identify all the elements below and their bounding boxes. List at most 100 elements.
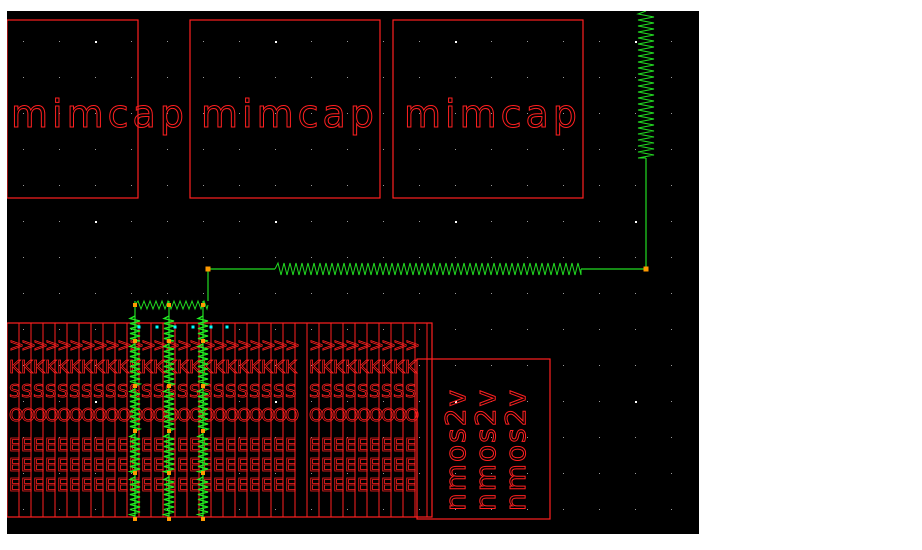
grid-dot (599, 365, 600, 366)
pin-icon[interactable] (201, 384, 205, 388)
device-glyph: E (393, 455, 404, 476)
device-glyph: E (345, 475, 356, 496)
grid-dot (599, 185, 600, 186)
device-glyph: S (321, 381, 332, 402)
device-glyph: E (357, 455, 368, 476)
pin-icon[interactable] (201, 471, 205, 475)
pin-icon[interactable] (133, 384, 137, 388)
pin-icon[interactable] (133, 471, 137, 475)
grid-dot (239, 41, 240, 42)
grid-dot (599, 293, 600, 294)
grid-dot (671, 365, 672, 366)
device-glyph: E (117, 455, 128, 476)
grid-dot (419, 401, 420, 402)
grid-dot (635, 509, 636, 510)
device-glyph: E (45, 435, 56, 456)
pin-icon[interactable] (201, 339, 205, 343)
device-glyph: E (237, 475, 248, 496)
pin-icon[interactable] (644, 267, 649, 272)
grid-dot (635, 185, 636, 186)
device-glyph: E (249, 475, 260, 496)
pin-icon[interactable] (167, 471, 171, 475)
pin-icon[interactable] (201, 517, 205, 521)
device-glyph: E (33, 455, 44, 476)
pin-icon[interactable] (138, 326, 141, 329)
grid-dot (599, 41, 600, 42)
grid-dot (131, 41, 132, 42)
grid-dot (455, 185, 456, 186)
device-glyph: E (381, 435, 392, 456)
grid-dot (383, 77, 384, 78)
grid-dot (635, 41, 637, 43)
pin-icon[interactable] (201, 303, 205, 307)
grid-dot (95, 221, 97, 223)
grid-dot (455, 149, 456, 150)
device-glyph: S (309, 381, 320, 402)
mimcap-cell-1[interactable]: mimcap (7, 20, 188, 198)
device-glyph: E (261, 435, 272, 456)
grid-dot (383, 41, 384, 42)
grid-dot (239, 185, 240, 186)
grid-dot (671, 257, 672, 258)
layout-canvas[interactable]: mimcap mimcap mimcap > > > > > > > > > > > > > > > > > > >… (7, 11, 699, 534)
pin-icon[interactable] (133, 429, 137, 433)
device-glyph: E (333, 435, 344, 456)
grid-dot (383, 185, 384, 186)
grid-dot (527, 221, 528, 222)
grid-dot (95, 293, 96, 294)
pin-icon[interactable] (156, 326, 159, 329)
grid-dot (563, 293, 564, 294)
grid-dot (383, 257, 384, 258)
device-glyph: S (177, 381, 188, 402)
pin-icon[interactable] (210, 326, 213, 329)
device-glyph: O (285, 405, 299, 426)
pin-icon[interactable] (192, 326, 195, 329)
grid-dot (311, 41, 312, 42)
device-glyph: E (33, 435, 44, 456)
pin-icon[interactable] (133, 303, 137, 307)
pin-icon[interactable] (133, 517, 137, 521)
grid-dot (635, 473, 636, 474)
grid-dot (635, 329, 636, 330)
grid-dot (671, 77, 672, 78)
pin-icon[interactable] (167, 303, 171, 307)
grid-dot (635, 257, 636, 258)
device-glyph: E (33, 475, 44, 496)
device-glyph: E (57, 475, 68, 496)
pin-icon[interactable] (167, 429, 171, 433)
device-glyph: S (117, 381, 128, 402)
transistor-array[interactable]: >>>>>>>>>>>>>>>>>>>>>>>> >>>>>>>>>K K K K K K K… (7, 323, 432, 517)
device-glyph: E (285, 455, 296, 476)
grid-dot (131, 185, 132, 186)
device-glyph: E (321, 455, 332, 476)
device-glyph: E (333, 455, 344, 476)
mimcap-cell-3[interactable]: mimcap (393, 20, 583, 198)
grid-dot (311, 185, 312, 186)
grid-dot (563, 221, 564, 222)
grid-dot (23, 41, 24, 42)
grid-dot (671, 113, 672, 114)
pin-icon[interactable] (167, 339, 171, 343)
device-glyph: E (9, 435, 20, 456)
pin-icon[interactable] (133, 339, 137, 343)
pin-icon[interactable] (167, 384, 171, 388)
device-glyph: E (273, 475, 284, 496)
grid-dot (275, 149, 276, 150)
grid-dot (347, 41, 348, 42)
grid-dot (599, 149, 600, 150)
pin-icon[interactable] (226, 326, 229, 329)
device-glyph: E (213, 475, 224, 496)
device-glyph: E (213, 455, 224, 476)
nmos-cell-group[interactable]: nmos2v nmos2v nmos2v (417, 359, 550, 519)
grid-dot (563, 365, 564, 366)
pin-icon[interactable] (174, 326, 177, 329)
device-glyph: E (357, 475, 368, 496)
grid-dot (203, 293, 204, 294)
grid-dot (563, 401, 564, 402)
grid-dot (635, 293, 636, 294)
pin-icon[interactable] (201, 429, 205, 433)
pin-icon[interactable] (206, 267, 211, 272)
mimcap-cell-2[interactable]: mimcap (190, 20, 380, 198)
pin-icon[interactable] (167, 517, 171, 521)
grid-dot (599, 329, 600, 330)
